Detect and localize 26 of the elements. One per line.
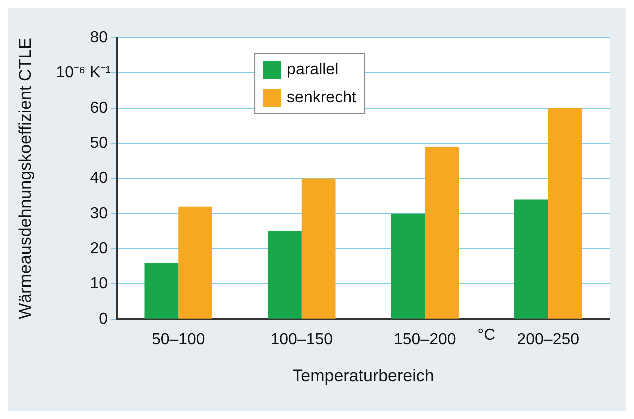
y-axis-title: Wärmeausdehnungskoeffizient CTLE: [16, 38, 35, 320]
text: °C: [478, 326, 496, 344]
y-tick-label: 0: [99, 310, 108, 328]
legend-label: parallel: [287, 61, 339, 78]
x-axis-title: Temperaturbereich: [292, 366, 434, 386]
x-tick-label: 50–100: [152, 331, 206, 348]
x-tick-label: 100–150: [270, 331, 334, 348]
legend-label: senkrecht: [287, 89, 357, 106]
bar: [391, 214, 426, 319]
text: 10⁻⁶ K⁻¹: [56, 64, 111, 82]
x-tick-label: 150–200: [394, 331, 456, 348]
y-tick-label: 40: [90, 170, 108, 188]
bar: [302, 178, 336, 319]
bar: [548, 108, 582, 319]
bar: [425, 147, 460, 319]
bar: [514, 200, 548, 319]
y-tick-label: 30: [90, 205, 108, 222]
y-tick-label: 10: [90, 276, 108, 293]
y-tick-label: 60: [90, 100, 108, 117]
bar: [178, 206, 213, 319]
y-tick-label: 50: [90, 134, 108, 152]
bar: [144, 263, 179, 319]
x-tick-label: 200–250: [517, 331, 580, 348]
y-tick-label: 80: [90, 29, 108, 46]
y-tick-label: 20: [90, 240, 108, 258]
bar: [268, 231, 302, 319]
